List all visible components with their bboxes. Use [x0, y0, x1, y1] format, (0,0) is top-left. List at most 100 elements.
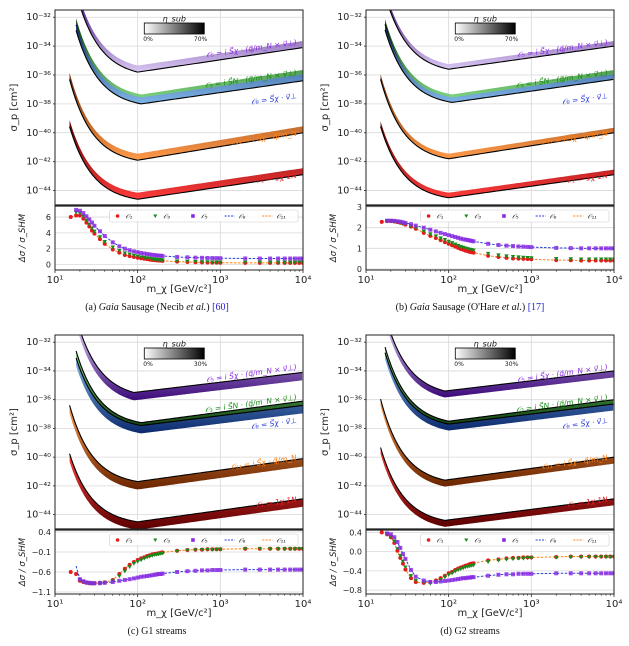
main-grid [366, 335, 614, 529]
y-tick-label: 10⁻³⁶ [337, 395, 362, 406]
ratio-point-O1 [400, 561, 405, 566]
legend-marker-O1 [426, 538, 431, 542]
colorbar-label: η_sub [163, 15, 186, 24]
ratio-point-O5 [97, 229, 102, 234]
ratio-point-O5 [599, 571, 604, 576]
ratio-point-O3 [485, 251, 491, 256]
ratio-series [68, 207, 303, 265]
ratio-point-O5 [525, 571, 530, 576]
caption-close: ) [206, 302, 213, 313]
caption-ref[interactable]: [17] [527, 302, 545, 313]
ratio-point-O3 [525, 556, 530, 561]
ratio-point-O5 [461, 237, 466, 242]
ratio-point-O5 [145, 574, 150, 578]
legend-marker-O5 [502, 214, 506, 218]
ratio-point-O5 [461, 576, 466, 581]
ratio-point-O3 [127, 252, 132, 257]
band-O1 [69, 453, 303, 529]
legend-marker-O1 [115, 214, 120, 218]
figure-caption-c: (c) G1 streams [128, 626, 187, 637]
ratio-point-O5 [77, 208, 82, 213]
colorbar-max: 30% [194, 361, 208, 368]
colorbar-label: η_sub [474, 15, 497, 24]
ratio-point-O5 [152, 572, 157, 577]
ratio-point-O3 [127, 565, 132, 569]
ratio-point-O3 [138, 255, 144, 260]
shm-limit-O8 [75, 357, 303, 426]
ratio-point-O5 [403, 220, 408, 225]
x-tick-label: 10³ [523, 275, 540, 286]
ratio-point-O5 [199, 568, 204, 573]
legend-label-O11: 𝒪₁₁ [587, 537, 597, 545]
y-tick-label: 10⁻⁴² [337, 481, 362, 492]
y-tick-label: 10⁻³⁴ [26, 366, 51, 377]
ratio-point-O5 [433, 229, 438, 234]
ratio-point-O3 [554, 257, 559, 261]
ratio-point-O5 [139, 251, 144, 256]
ratio-point-O5 [185, 569, 190, 574]
ratio-point-O3 [214, 547, 219, 552]
y-tick-label: 10⁻³² [337, 12, 362, 23]
band-O3 [385, 19, 614, 100]
ratio-point-O5 [297, 567, 302, 572]
y-tick-label: 10⁻⁴⁴ [26, 510, 51, 521]
caption-close: ) [521, 302, 528, 313]
ratio-point-O5 [421, 578, 426, 583]
shm-limit-O11 [69, 79, 303, 161]
ratio-point-O3 [287, 260, 293, 265]
x-tick-label: 10³ [212, 275, 229, 286]
y-axis-label: σ_p [cm²] [9, 83, 20, 131]
shm-limit-O1 [69, 126, 303, 200]
ratio-point-O5 [301, 567, 303, 572]
ratio-point-O5 [175, 570, 180, 574]
band-O11 [380, 74, 614, 159]
colorbar [143, 347, 205, 360]
ratio-point-O5 [428, 579, 433, 584]
ratio-point-O3 [442, 575, 448, 580]
y-tick-label: 10⁻³⁴ [337, 41, 362, 52]
ratio-point-O5 [486, 573, 491, 578]
ratio-point-O5 [486, 241, 491, 246]
ratio-point-O5 [446, 578, 451, 583]
legend-label-O5: 𝒪₅ [201, 213, 208, 221]
y-tick-label: 10⁻⁴² [26, 157, 51, 168]
band-O8 [76, 357, 303, 434]
shm-limit-O5 [389, 10, 614, 70]
shm-limit-O11 [380, 79, 614, 160]
colorbar-min: 0% [454, 36, 464, 43]
ratio-point-O5 [510, 244, 515, 249]
ratio-grid [55, 530, 303, 594]
band-O1 [380, 447, 614, 527]
ratio-point-O3 [185, 259, 190, 264]
ratio-y-axis-label: Δσ / σ_SHM [18, 213, 28, 263]
ratio-point-O5 [398, 545, 403, 550]
ratio-point-O1 [442, 240, 447, 245]
ratio-point-O1 [450, 243, 455, 248]
ratio-point-O3 [428, 232, 433, 237]
y-axis-label: σ_p [cm²] [9, 408, 20, 456]
ratio-point-O3 [471, 248, 476, 253]
caption-ref[interactable]: [60] [212, 302, 229, 313]
x-axis-label: m_χ [GeV/c²] [146, 608, 211, 619]
legend-marker-O1 [426, 214, 431, 218]
ratio-point-O3 [193, 260, 198, 264]
ratio-point-O5 [210, 256, 215, 261]
ratio-point-O5 [131, 249, 136, 254]
ratio-point-O5 [150, 573, 155, 578]
ratio-point-O3 [516, 255, 521, 260]
ratio-y-tick-label: 0 [357, 265, 362, 274]
limit-curves [69, 335, 303, 529]
ratio-point-O5 [458, 236, 463, 241]
x-tick-label: 10⁴ [295, 599, 312, 610]
ratio-point-O3 [117, 249, 122, 253]
colorbar [143, 22, 205, 35]
ratio-point-O3 [174, 259, 180, 264]
ratio-point-O3 [608, 257, 613, 262]
colorbar-max: 70% [505, 36, 519, 43]
y-tick-label: 10⁻⁴² [26, 481, 51, 492]
ratio-point-O5 [292, 256, 297, 261]
ratio-point-O5 [463, 237, 468, 242]
ratio-y-tick-label: 2 [46, 245, 51, 254]
ratio-point-O5 [438, 230, 443, 235]
